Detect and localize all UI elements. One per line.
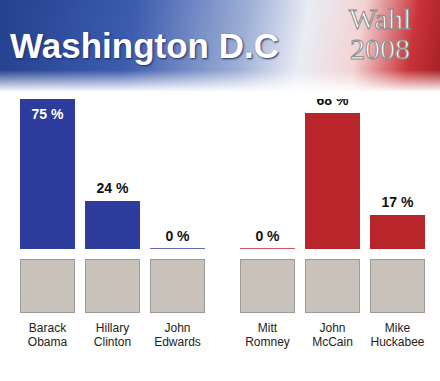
svg-text:0 %: 0 % — [255, 228, 280, 244]
svg-text:0 %: 0 % — [165, 228, 190, 244]
svg-text:Barack: Barack — [29, 321, 67, 335]
svg-text:75 %: 75 % — [32, 106, 64, 122]
svg-text:Hillary: Hillary — [96, 321, 129, 335]
svg-text:Huckabee: Huckabee — [370, 335, 424, 349]
svg-text:McCain: McCain — [312, 335, 353, 349]
svg-text:Mitt: Mitt — [258, 321, 278, 335]
html-text:Wahl: Wahl — [348, 2, 412, 35]
svg-text:17 %: 17 % — [382, 194, 414, 210]
svg-text:Obama: Obama — [28, 335, 68, 349]
svg-text:Romney: Romney — [245, 335, 290, 349]
svg-text:John: John — [319, 321, 345, 335]
svg-text:Edwards: Edwards — [154, 335, 201, 349]
html-text:2008: 2008 — [350, 32, 410, 65]
svg-text:24 %: 24 % — [97, 180, 129, 196]
svg-text:68 %: 68 % — [317, 99, 349, 108]
svg-text:John: John — [164, 321, 190, 335]
svg-text:Clinton: Clinton — [94, 335, 131, 349]
html-text:Washington D.C: Washington D.C — [10, 26, 279, 65]
svg-text:Mike: Mike — [385, 321, 411, 335]
